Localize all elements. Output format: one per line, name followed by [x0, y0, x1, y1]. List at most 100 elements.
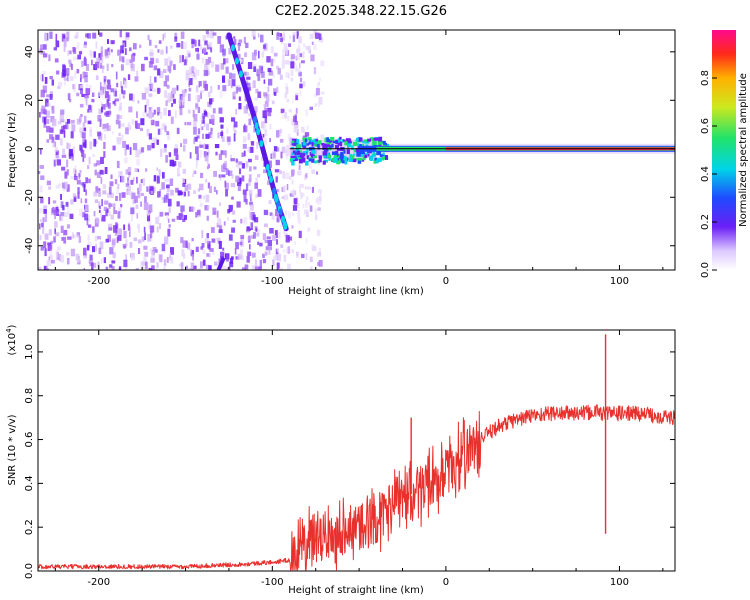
noise-cell — [42, 85, 48, 93]
noise-cell — [129, 47, 132, 52]
noise-cell — [253, 232, 256, 239]
noise-cell — [193, 170, 196, 174]
noise-cell — [248, 174, 252, 182]
noise-cell — [170, 247, 174, 255]
noise-cell — [309, 33, 314, 40]
noise-cell — [309, 205, 313, 212]
noise-cell — [157, 68, 161, 76]
noise-cell — [237, 185, 241, 191]
noise-cell — [299, 83, 303, 89]
noise-cell — [63, 130, 66, 138]
noise-cell — [192, 66, 197, 71]
noise-cell — [214, 261, 218, 266]
noise-cell — [57, 85, 61, 89]
noise-cell — [116, 114, 120, 120]
noise-cell — [268, 160, 272, 168]
noise-cell — [47, 242, 52, 246]
noise-cell — [309, 256, 313, 263]
noise-cell — [239, 168, 242, 175]
noise-cell — [156, 139, 159, 145]
noise-cell — [93, 163, 98, 167]
noise-cell — [238, 161, 243, 165]
noise-cell — [71, 250, 76, 255]
noise-cell — [156, 175, 160, 184]
noise-cell — [138, 183, 142, 192]
noise-cell — [248, 158, 252, 163]
carrier-cell — [363, 139, 368, 142]
carrier-cell — [374, 157, 378, 163]
noise-cell — [202, 259, 206, 266]
noise-cell — [83, 268, 86, 270]
noise-cell — [167, 198, 172, 207]
noise-cell — [207, 149, 210, 155]
y-tick-label: 0.2 — [24, 519, 35, 535]
noise-cell — [119, 102, 122, 110]
noise-cell — [231, 73, 236, 79]
noise-cell — [274, 169, 280, 173]
noise-cell — [144, 104, 147, 113]
noise-cell — [200, 91, 202, 99]
noise-cell — [300, 192, 303, 200]
noise-cell — [287, 263, 291, 270]
noise-cell — [276, 262, 280, 270]
noise-cell — [249, 212, 253, 220]
carrier-cell — [369, 157, 374, 161]
noise-cell — [203, 143, 206, 150]
noise-cell — [140, 192, 144, 196]
noise-cell — [82, 122, 86, 127]
carrier-cell — [311, 158, 315, 163]
noise-cell — [219, 220, 222, 226]
noise-cell — [218, 107, 223, 114]
carrier-cell — [385, 154, 388, 160]
noise-cell — [210, 47, 213, 53]
noise-cell — [119, 56, 123, 62]
noise-cell — [245, 160, 249, 168]
noise-cell — [225, 268, 230, 270]
noise-cell — [242, 136, 247, 143]
noise-cell — [67, 236, 72, 240]
noise-cell — [95, 75, 99, 80]
noise-cell — [206, 233, 209, 239]
noise-cell — [290, 57, 294, 61]
noise-cell — [315, 214, 318, 221]
noise-cell — [46, 139, 50, 143]
noise-cell — [89, 254, 93, 261]
noise-cell — [55, 206, 59, 213]
carrier-cell — [364, 154, 368, 159]
noise-cell — [110, 40, 115, 45]
noise-cell — [296, 251, 299, 257]
noise-cell — [190, 73, 194, 77]
noise-cell — [305, 46, 310, 50]
noise-cell — [122, 140, 127, 148]
noise-cell — [222, 75, 226, 83]
noise-cell — [92, 226, 95, 233]
noise-cell — [272, 72, 275, 79]
noise-cell — [292, 189, 295, 196]
noise-cell — [219, 44, 224, 53]
noise-cell — [284, 92, 288, 99]
noise-cell — [149, 185, 154, 191]
carrier-cell — [294, 155, 297, 159]
noise-cell — [280, 34, 286, 41]
noise-cell — [124, 48, 127, 55]
noise-cell — [109, 264, 113, 268]
noise-cell — [77, 54, 81, 60]
noise-cell — [178, 161, 182, 168]
carrier-cell — [296, 144, 301, 149]
noise-cell — [147, 144, 152, 151]
noise-cell — [170, 116, 174, 124]
noise-cell — [60, 194, 62, 200]
noise-cell — [83, 127, 87, 132]
noise-cell — [118, 228, 122, 237]
noise-cell — [301, 60, 305, 64]
noise-cell — [53, 236, 56, 243]
noise-cell — [206, 44, 211, 50]
noise-cell — [41, 222, 44, 228]
noise-cell — [55, 33, 58, 42]
carrier-cell — [377, 140, 383, 146]
noise-cell — [67, 257, 70, 265]
noise-cell — [241, 152, 244, 157]
noise-cell — [134, 195, 138, 203]
noise-cell — [66, 184, 70, 192]
noise-cell — [263, 92, 268, 97]
